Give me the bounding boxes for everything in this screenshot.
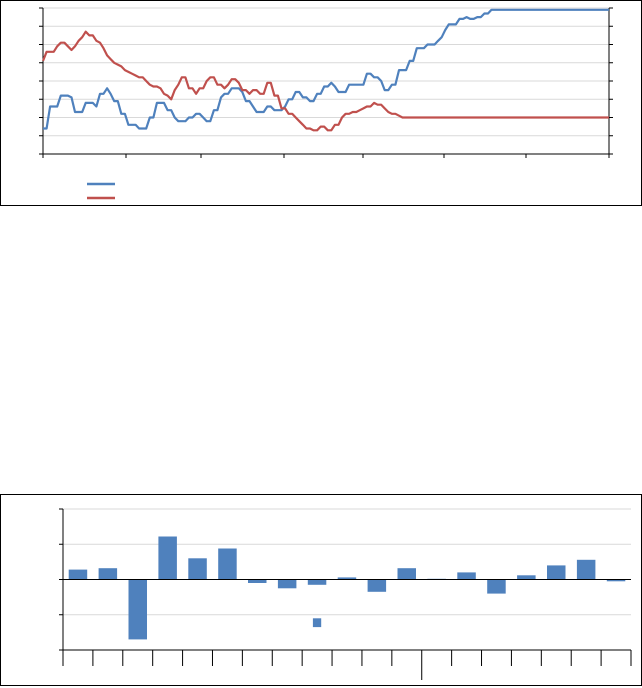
bar (367, 579, 387, 592)
bar (307, 579, 327, 585)
bar (487, 579, 506, 594)
bar (188, 558, 207, 580)
bar (98, 568, 118, 580)
bar (337, 577, 357, 580)
line-chart-panel (0, 0, 642, 206)
bar-chart-panel (0, 494, 642, 686)
bar (517, 575, 536, 580)
bar-marker (312, 618, 322, 628)
bar (68, 569, 88, 580)
line-chart (39, 7, 613, 200)
bar (547, 565, 566, 580)
bar-chart (59, 508, 632, 680)
bar (248, 579, 267, 583)
bar (457, 572, 476, 580)
series-line-1 (43, 8, 609, 130)
series-line-2 (41, 30, 609, 132)
bar (397, 568, 416, 580)
bar (576, 559, 596, 580)
bar (277, 579, 297, 589)
bar (218, 548, 237, 580)
bar (128, 579, 147, 640)
bar (158, 536, 177, 580)
bar (606, 579, 626, 582)
